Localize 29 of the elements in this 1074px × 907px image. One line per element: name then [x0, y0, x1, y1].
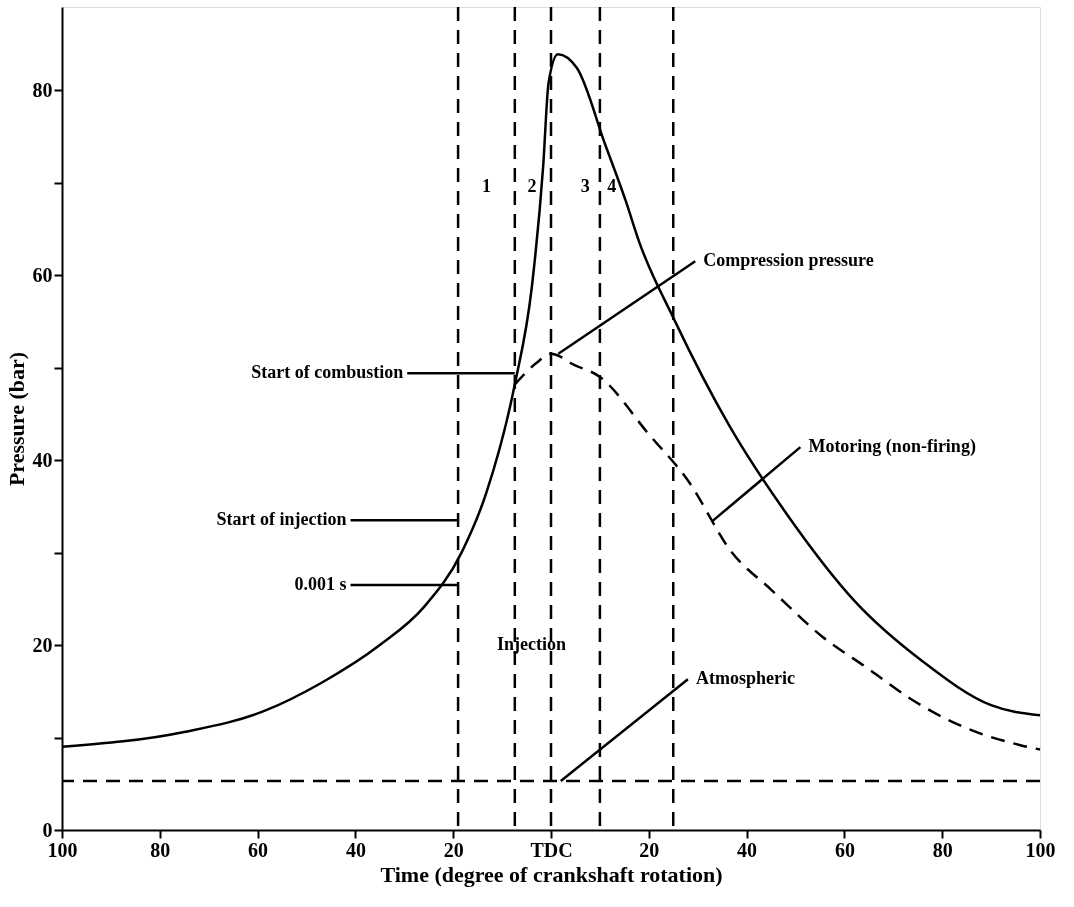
annotation: Start of injection: [216, 509, 347, 530]
annotation: Start of combustion: [251, 362, 404, 383]
annotation: Injection: [496, 634, 566, 655]
annotation: 2: [527, 176, 537, 197]
x-tick-label: TDC: [530, 838, 573, 861]
x-tick-label: 60: [834, 838, 855, 861]
x-tick-label: 100: [47, 838, 78, 861]
x-tick-label: 100: [1025, 838, 1056, 861]
y-axis-title: Pressure (bar): [3, 351, 29, 487]
annotation: 0.001 s: [294, 573, 347, 594]
y-tick-label: 0: [42, 818, 53, 841]
x-tick-label: 60: [248, 838, 269, 861]
x-tick-label: 40: [737, 838, 758, 861]
annotation: Atmospheric: [695, 668, 795, 689]
annotation: 1: [481, 176, 491, 197]
y-tick-label: 80: [32, 78, 53, 101]
x-tick-label: 20: [639, 838, 660, 861]
x-axis-title: Time (degree of crankshaft rotation): [380, 861, 723, 887]
annotation: Motoring (non-firing): [808, 436, 976, 458]
y-tick-label: 60: [32, 263, 53, 286]
x-tick-label: 80: [150, 838, 171, 861]
annotation: Compression pressure: [703, 250, 874, 271]
x-tick-label: 80: [932, 838, 953, 861]
y-tick-label: 40: [32, 448, 53, 471]
y-tick-label: 20: [32, 633, 53, 656]
annotation: 4: [607, 176, 617, 197]
x-tick-label: 40: [345, 838, 366, 861]
annotation: 3: [580, 176, 590, 197]
x-tick-label: 20: [443, 838, 464, 861]
